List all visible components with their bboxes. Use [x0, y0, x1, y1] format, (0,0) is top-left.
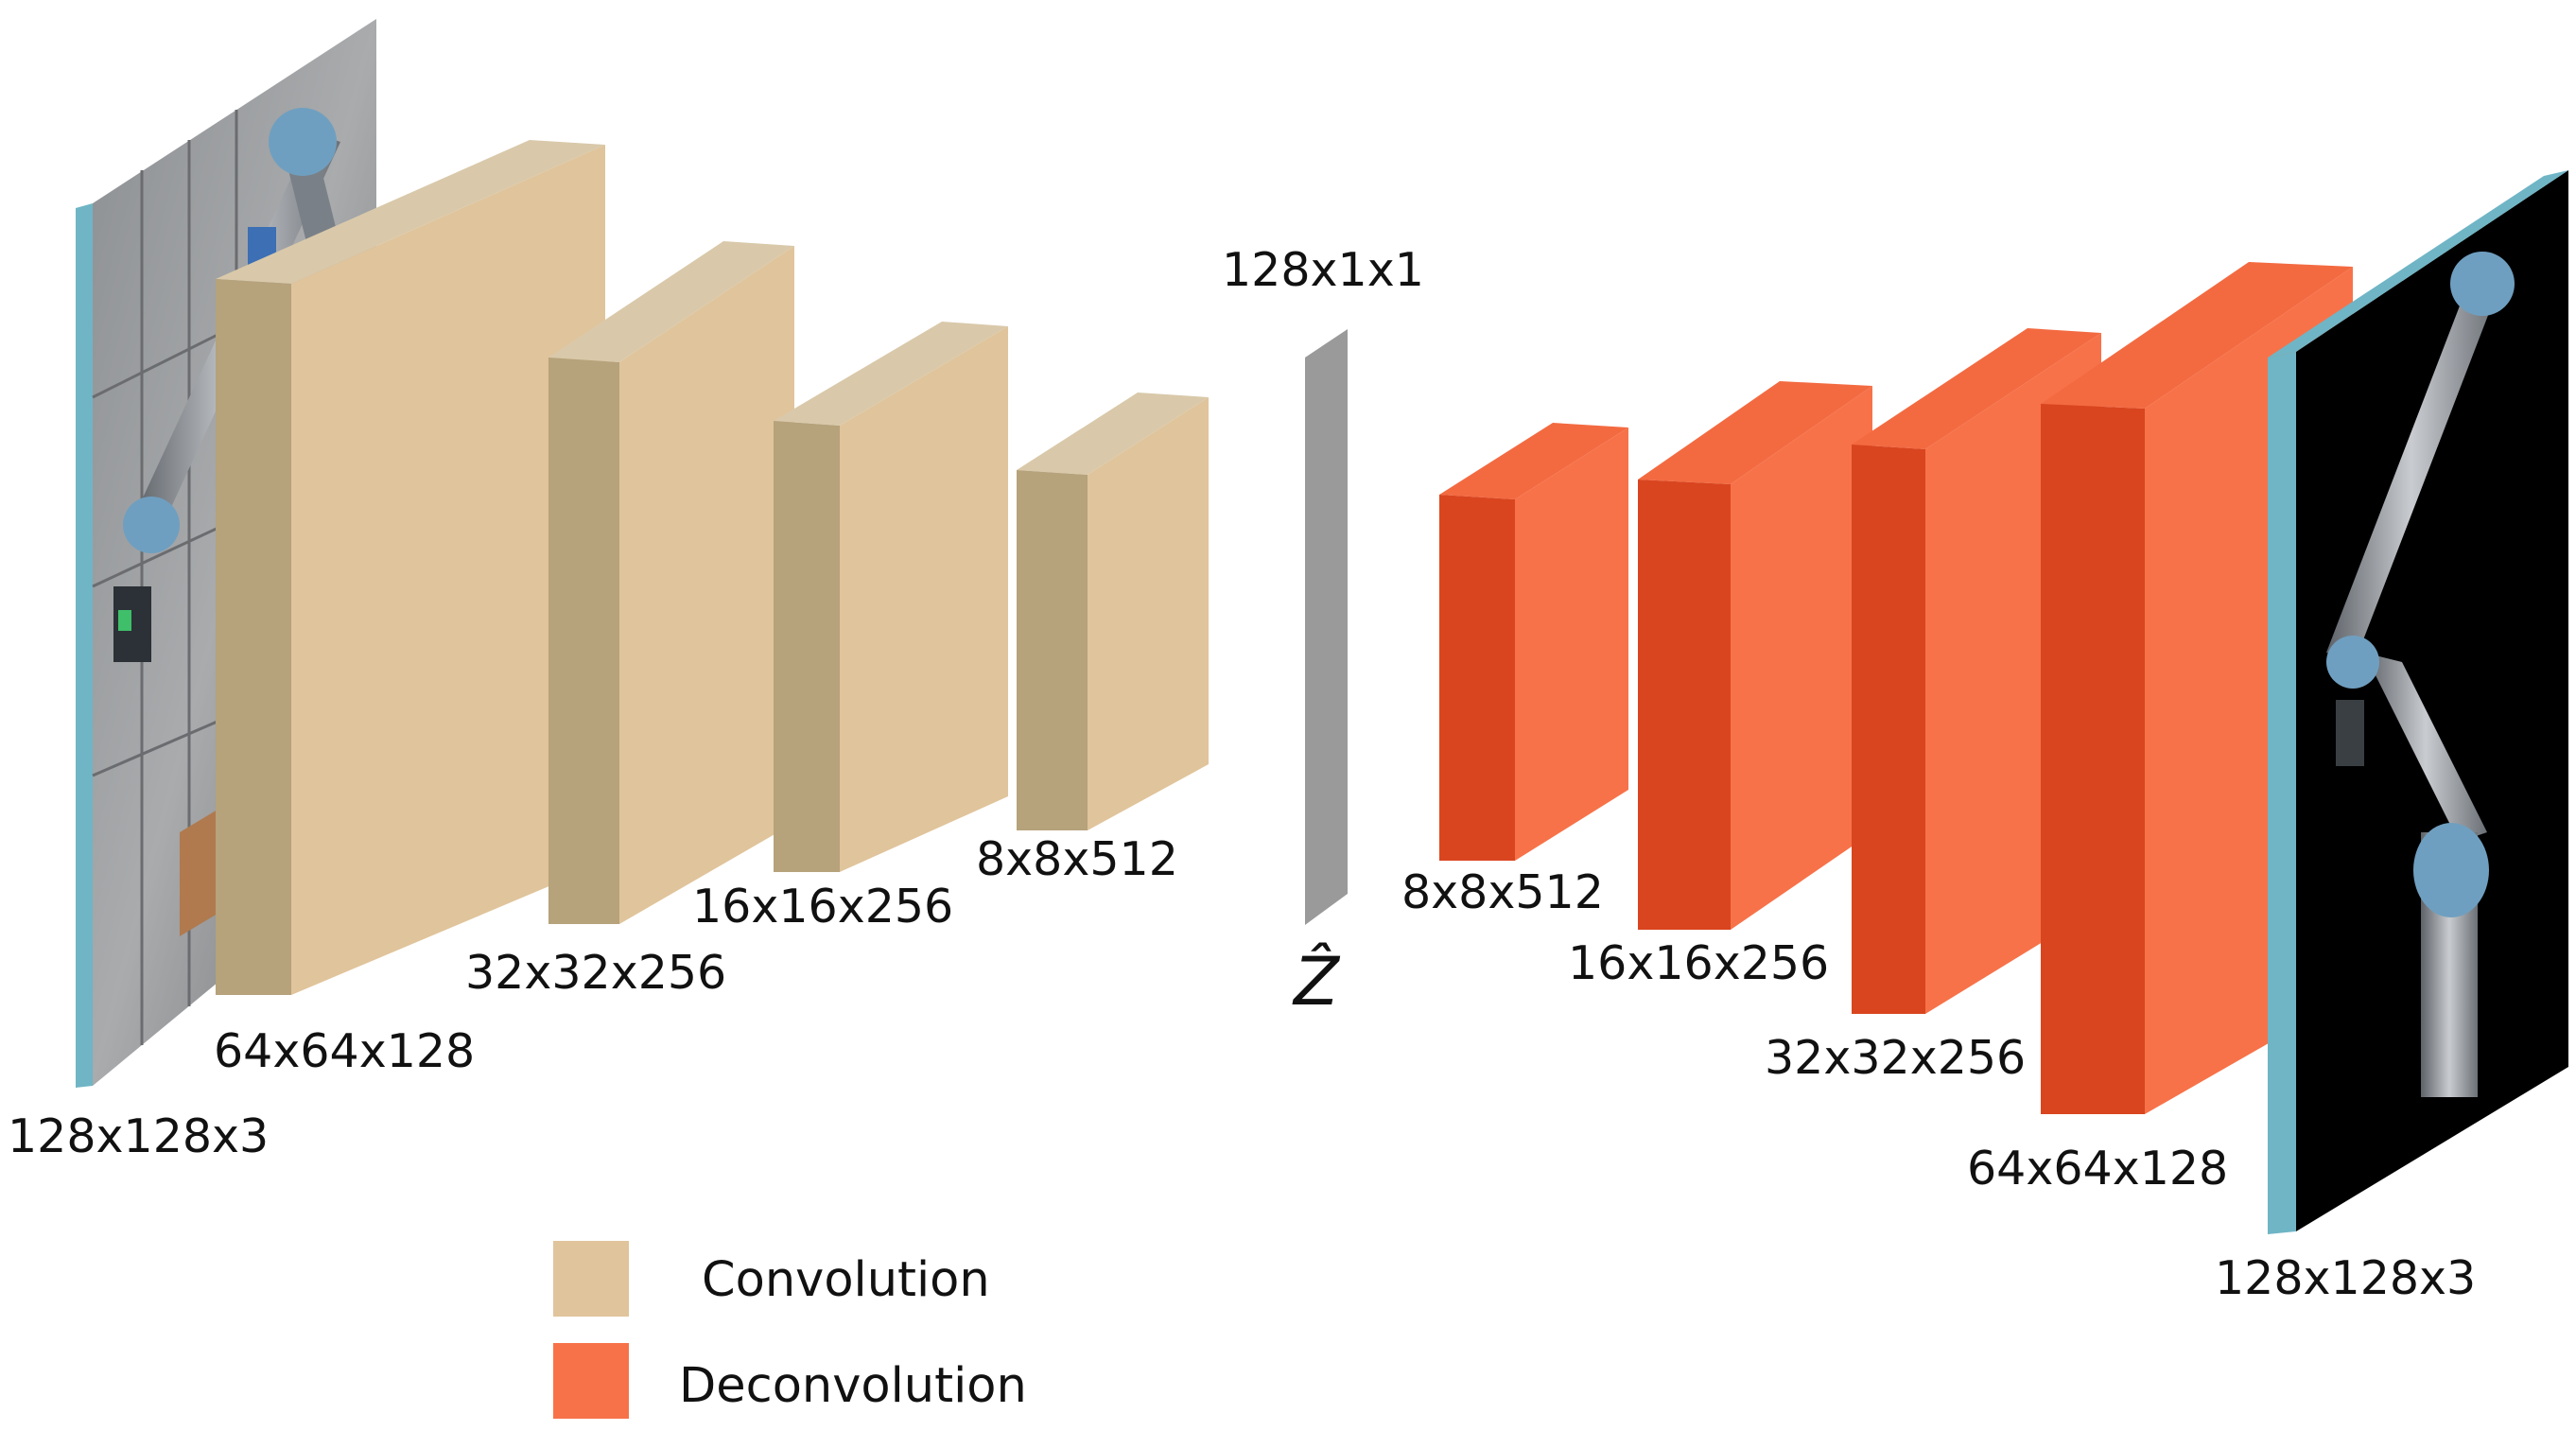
output-image-frame	[2268, 352, 2296, 1234]
legend-label-convolution: Convolution	[702, 1252, 990, 1308]
legend: Convolution Deconvolution	[553, 1241, 1027, 1419]
encoder-block-4	[1017, 393, 1209, 830]
decoder-block-1-label: 8x8x512	[1401, 865, 1604, 919]
encoder-block-3-side	[840, 326, 1008, 872]
decoder-block-4-front	[2041, 404, 2145, 1114]
decoder-block-1-top	[1439, 423, 1628, 499]
decoder-block-2-top	[1638, 381, 1872, 484]
encoder-block-1-top	[216, 140, 605, 284]
decoder-block-3-label: 32x32x256	[1765, 1031, 2026, 1085]
encoder-block-2-side	[619, 246, 794, 924]
decoder-block-3-front	[1852, 445, 1925, 1014]
latent-symbol: Ẑ	[1292, 943, 1341, 1021]
input-image-label: 128x128x3	[8, 1109, 269, 1163]
encoder-block-4-top	[1017, 393, 1209, 475]
output-image-frame-top	[2268, 170, 2568, 358]
decoder-block-4-label: 64x64x128	[1967, 1142, 2228, 1195]
legend-swatch-deconvolution	[553, 1343, 629, 1419]
encoder-block-2-top	[548, 241, 794, 362]
output-image-label: 128x128x3	[2215, 1251, 2476, 1305]
encoder-block-2-front	[548, 358, 619, 924]
encoder-block-3-label: 16x16x256	[692, 880, 953, 934]
decoder-block-2	[1638, 381, 1872, 930]
encoder-block-1-label: 64x64x128	[214, 1024, 475, 1078]
encoder-block-3-top	[774, 322, 1008, 426]
decoder-block-2-front	[1638, 480, 1731, 930]
output-image	[2268, 170, 2568, 1234]
encoder-block-2	[548, 241, 794, 924]
encoder-block-3	[774, 322, 1008, 872]
output-image-robot-arm	[2326, 252, 2515, 1097]
decoder-block-4-top	[2041, 262, 2353, 409]
decoder-block-1-side	[1515, 428, 1628, 861]
latent-size-label: 128x1x1	[1222, 243, 1424, 297]
latent-vector	[1305, 329, 1348, 925]
decoder-block-2-side	[1731, 386, 1872, 930]
encoder-block-3-front	[774, 421, 840, 872]
decoder-block-1	[1439, 423, 1628, 861]
decoder-block-1-front	[1439, 495, 1515, 861]
encoder-block-4-front	[1017, 470, 1088, 830]
input-image-frame	[76, 203, 93, 1088]
decoder-block-2-label: 16x16x256	[1568, 936, 1829, 990]
encoder-block-2-label: 32x32x256	[465, 946, 726, 1000]
legend-label-deconvolution: Deconvolution	[679, 1358, 1027, 1414]
encoder-block-1-front	[216, 279, 291, 995]
output-image-photo	[2296, 170, 2568, 1231]
encoder-block-1	[216, 140, 605, 995]
encoder-block-4-side	[1088, 397, 1209, 830]
encoder-block-1-side	[291, 145, 605, 995]
encoder-block-4-label: 8x8x512	[976, 832, 1178, 886]
input-image-box	[180, 804, 227, 936]
decoder-block-3-top	[1852, 328, 2101, 449]
legend-swatch-convolution	[553, 1241, 629, 1317]
